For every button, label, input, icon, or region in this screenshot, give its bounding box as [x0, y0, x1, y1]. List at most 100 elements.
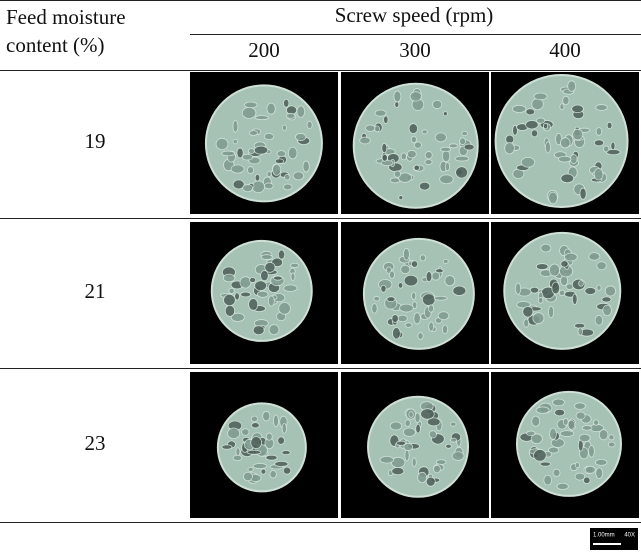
pore — [303, 161, 309, 172]
pore — [223, 274, 235, 282]
pore — [412, 458, 416, 467]
pore — [426, 271, 432, 281]
pore — [277, 151, 286, 157]
pore — [563, 418, 568, 425]
pore — [421, 409, 435, 420]
pore — [532, 416, 540, 426]
column-header: 400 — [549, 38, 581, 62]
pore — [611, 142, 615, 150]
pore — [572, 105, 584, 113]
sample-image — [190, 72, 338, 214]
pore — [548, 447, 558, 453]
pore — [605, 286, 616, 296]
pore — [527, 431, 536, 436]
pore — [561, 261, 568, 268]
pore — [609, 435, 614, 440]
pore — [582, 426, 592, 431]
pore — [561, 174, 574, 183]
pore — [247, 450, 261, 454]
pore — [578, 328, 582, 336]
pore — [278, 437, 285, 444]
pore — [545, 142, 550, 153]
pore — [257, 291, 268, 297]
pore — [291, 273, 295, 281]
pore — [589, 253, 600, 261]
pore — [389, 271, 394, 279]
pore — [405, 420, 410, 427]
pore — [267, 172, 271, 177]
pore — [597, 285, 601, 290]
pore — [573, 129, 583, 140]
pore — [442, 325, 447, 334]
pore — [261, 469, 266, 474]
pore — [266, 455, 278, 460]
pore — [248, 167, 254, 174]
pore — [595, 459, 607, 465]
pore — [384, 116, 389, 124]
pore — [403, 428, 415, 436]
pore — [576, 412, 585, 419]
pore — [409, 412, 413, 418]
pore — [382, 154, 387, 161]
pore — [453, 286, 466, 296]
pore — [405, 450, 409, 461]
pore — [460, 138, 466, 145]
pore — [536, 407, 549, 413]
pore — [283, 467, 291, 474]
pore — [559, 290, 565, 295]
scale-bar-length: 1.00mm — [593, 533, 615, 539]
pore — [575, 462, 579, 467]
row-label: 23 — [85, 431, 106, 455]
pore — [255, 174, 260, 181]
pore — [531, 130, 537, 137]
pore — [579, 434, 590, 441]
pore — [263, 411, 270, 421]
pore — [295, 133, 306, 140]
pore — [307, 121, 312, 129]
pore — [432, 272, 440, 280]
pore — [404, 275, 418, 286]
pore — [450, 438, 456, 442]
sample-image — [341, 372, 489, 518]
pore — [560, 104, 564, 110]
row-header: Feed moisture — [6, 5, 126, 29]
pore — [429, 322, 434, 331]
pore — [560, 138, 570, 148]
pore — [536, 118, 544, 123]
pore — [515, 283, 520, 294]
pore — [538, 297, 543, 303]
pore — [595, 315, 603, 325]
pore — [401, 265, 410, 273]
figure-table: Feed moisture content (%) Screw speed (r… — [0, 0, 641, 552]
pore — [505, 143, 515, 154]
pellet — [517, 392, 621, 496]
pore — [264, 183, 273, 189]
pore — [434, 296, 447, 300]
pore — [398, 283, 403, 289]
pore — [269, 325, 279, 335]
pore — [270, 471, 276, 478]
pore — [552, 282, 560, 294]
pore — [540, 462, 550, 466]
pore — [261, 255, 272, 260]
pore — [450, 422, 456, 426]
column-header: 200 — [248, 38, 280, 62]
pore — [251, 416, 257, 422]
pore — [533, 313, 544, 324]
pore — [222, 151, 235, 156]
pore — [216, 138, 228, 149]
pore — [282, 125, 286, 130]
pore — [403, 248, 409, 260]
pore — [254, 146, 268, 154]
pore — [411, 261, 417, 268]
pore — [572, 294, 577, 305]
pore — [419, 182, 430, 190]
pore — [534, 93, 547, 100]
pore — [440, 147, 450, 152]
pore — [405, 323, 412, 328]
pore — [445, 276, 455, 286]
pore — [593, 420, 598, 425]
pore — [553, 469, 560, 476]
pore — [242, 154, 253, 160]
pore — [381, 285, 386, 292]
